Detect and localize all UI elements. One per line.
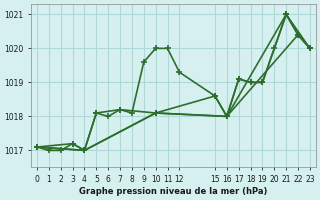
X-axis label: Graphe pression niveau de la mer (hPa): Graphe pression niveau de la mer (hPa) [79,187,268,196]
